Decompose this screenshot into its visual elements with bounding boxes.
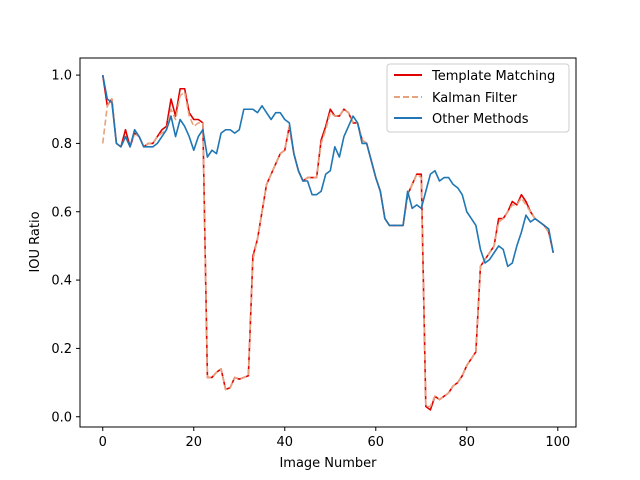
x-tick-label: 100 bbox=[545, 435, 570, 450]
series-line-template-matching bbox=[101, 74, 555, 411]
y-tick-label: 0.4 bbox=[51, 274, 72, 289]
y-axis-ticks: 0.0 0.2 0.4 0.6 0.8 1.0 bbox=[51, 69, 80, 425]
x-tick-label: 20 bbox=[185, 435, 202, 450]
x-tick-label: 40 bbox=[276, 435, 293, 450]
legend-label-other-methods: Other Methods bbox=[432, 112, 529, 127]
y-tick-label: 0.6 bbox=[51, 205, 72, 220]
series-line-other-methods bbox=[101, 74, 555, 268]
y-tick-label: 0.8 bbox=[51, 137, 72, 152]
x-axis-label: Image Number bbox=[279, 456, 377, 471]
x-tick-label: 80 bbox=[459, 435, 476, 450]
plot-frame bbox=[79, 57, 577, 428]
legend-label-kalman-filter: Kalman Filter bbox=[432, 91, 518, 106]
x-tick-label: 0 bbox=[99, 435, 107, 450]
legend-box bbox=[386, 63, 570, 133]
legend-label-template-matching: Template Matching bbox=[431, 69, 555, 84]
x-axis-ticks: 0 20 40 60 80 100 bbox=[99, 427, 570, 450]
y-axis-label: IOU Ratio bbox=[28, 211, 43, 272]
y-tick-label: 0.2 bbox=[51, 342, 72, 357]
y-tick-label: 0.0 bbox=[51, 410, 72, 425]
y-tick-label: 1.0 bbox=[51, 69, 72, 84]
series-layer bbox=[101, 74, 555, 411]
x-tick-label: 60 bbox=[368, 435, 385, 450]
legend: Template Matching Kalman Filter Other Me… bbox=[386, 63, 570, 133]
